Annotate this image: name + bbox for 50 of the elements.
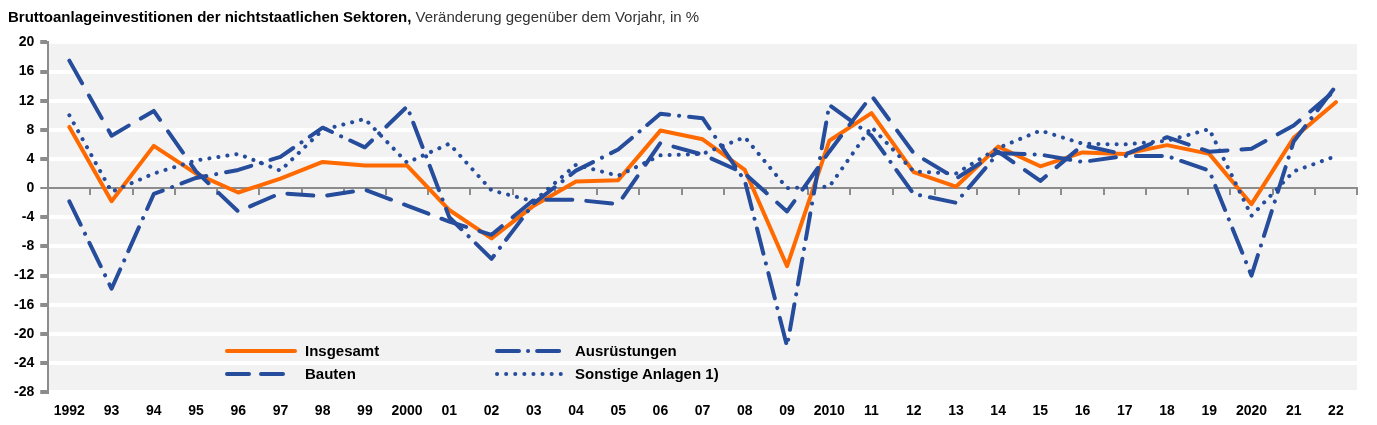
x-tick-label: 09 <box>779 402 796 419</box>
x-tick-label: 21 <box>1285 402 1302 419</box>
x-tick-label: 95 <box>188 402 204 419</box>
legend-label: Bauten <box>305 365 356 382</box>
x-tick-label: 01 <box>441 402 458 419</box>
y-tick-label: -8 <box>21 237 35 254</box>
x-tick-label: 2010 <box>813 402 846 419</box>
y-tick-label: -24 <box>14 353 35 370</box>
y-tick-label: 0 <box>26 179 35 196</box>
x-tick-label: 93 <box>103 402 120 419</box>
x-tick-label: 16 <box>1074 402 1091 419</box>
legend-label: Sonstige Anlagen 1) <box>575 365 719 382</box>
x-tick-label: 99 <box>357 402 373 419</box>
x-tick-label: 2020 <box>1235 402 1268 419</box>
x-tick-label: 02 <box>483 402 500 419</box>
x-tick-label: 13 <box>948 402 964 419</box>
x-tick-label: 06 <box>652 402 669 419</box>
x-tick-label: 07 <box>694 402 711 419</box>
y-tick-label: 8 <box>26 120 35 137</box>
x-tick-label: 2000 <box>391 402 423 419</box>
legend-label: Ausrüstungen <box>575 342 677 359</box>
y-tick-label: -28 <box>14 383 35 400</box>
x-tick-label: 14 <box>990 402 1007 419</box>
x-tick-label: 94 <box>145 402 162 419</box>
x-tick-label: 98 <box>314 402 331 419</box>
x-tick-label: 97 <box>272 402 289 419</box>
y-tick-label: 4 <box>26 149 35 166</box>
x-tick-label: 15 <box>1032 402 1049 419</box>
chart-subtitle: Veränderung gegenüber dem Vorjahr, in % <box>415 8 700 25</box>
x-tick-label: 18 <box>1159 402 1176 419</box>
y-tick-label: -16 <box>14 295 35 312</box>
x-tick-label: 19 <box>1201 402 1218 419</box>
x-tick-label: 12 <box>905 402 922 419</box>
legend-label: Insgesamt <box>305 342 380 359</box>
x-tick-label: 04 <box>568 402 584 419</box>
y-tick-label: 12 <box>18 91 35 108</box>
x-tick-label: 96 <box>230 402 247 419</box>
x-tick-label: 11 <box>864 402 880 419</box>
x-tick-label: 22 <box>1328 402 1344 419</box>
x-tick-label: 05 <box>610 402 627 419</box>
x-tick-label: 1992 <box>53 402 86 419</box>
chart-title: Bruttoanlageinvestitionen der nichtstaatlichen Sektoren, <box>8 8 412 25</box>
y-tick-label: -12 <box>14 266 35 283</box>
y-tick-label: -20 <box>14 324 35 341</box>
x-tick-label: 17 <box>1117 402 1133 419</box>
x-tick-label: 03 <box>525 402 542 419</box>
y-tick-label: 16 <box>18 62 35 79</box>
y-tick-label: -4 <box>21 208 35 225</box>
x-tick-label: 08 <box>737 402 753 419</box>
y-tick-label: 20 <box>18 33 35 50</box>
